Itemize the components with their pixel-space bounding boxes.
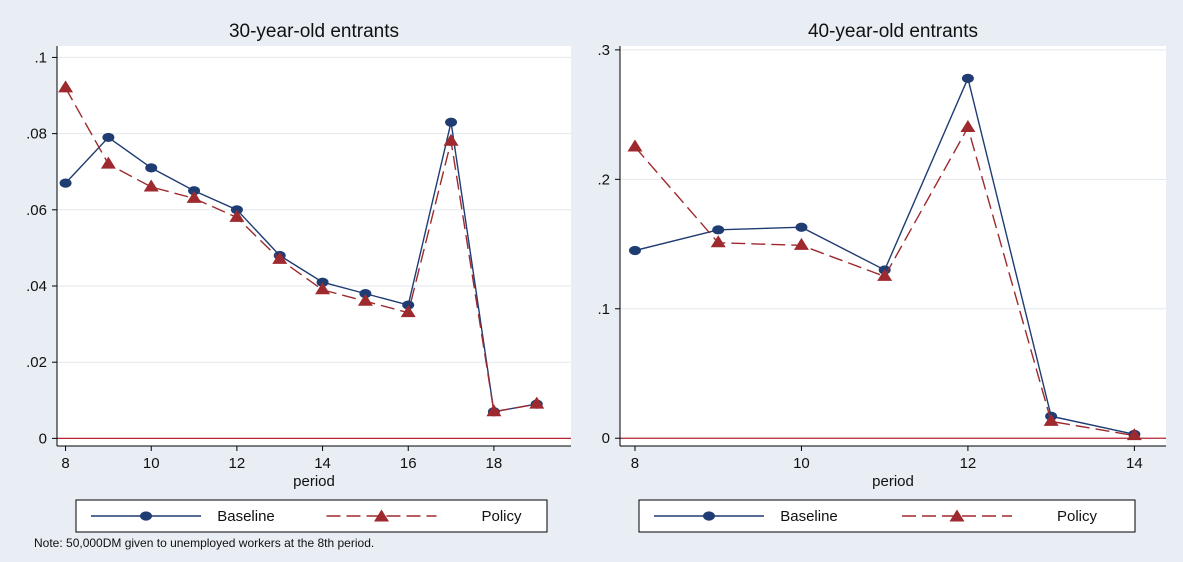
series-line-policy [64,87,537,413]
series-policy [58,80,545,417]
data-point-policy [443,133,459,146]
chart-panel-1: 0 .02 .04 .06 .08 .1 8 10 12 14 16 18 30-year-old en… [26,21,571,533]
data-point-baseline [359,289,372,299]
data-point-policy [1126,428,1142,441]
legend-marker-baseline [140,511,152,521]
data-point-policy [143,179,159,192]
data-point-baseline [402,300,415,310]
x-tick-label: 8 [631,455,639,472]
y-tick-label: 0 [39,430,47,447]
legend-label-baseline: Baseline [780,508,838,525]
data-point-policy [960,120,976,133]
data-point-policy [400,305,416,318]
data-point-policy [58,80,74,93]
series-line-baseline [65,122,537,413]
y-tick-label: .04 [26,278,47,295]
data-point-baseline [188,186,201,196]
data-point-baseline [628,245,641,256]
data-point-baseline [59,178,72,188]
data-point-policy [315,282,331,295]
legend-label-policy: Policy [1057,508,1098,525]
series-policy [627,120,1142,441]
data-point-policy [272,251,288,264]
data-point-baseline [102,132,115,143]
data-point-policy [486,404,502,417]
chart-panel-2: 0 .1 .2 .3 8 10 12 14 40-year-old entrants period… [597,21,1166,533]
x-tick-label: 14 [1126,455,1143,472]
plot-area [620,46,1166,446]
data-point-policy [357,293,373,306]
chart-title: 30-year-old entrants [229,21,399,42]
y-tick-label: .3 [597,42,610,59]
data-point-policy [627,139,643,152]
x-tick-label: 18 [486,455,503,472]
legend-marker-policy [374,509,389,522]
data-point-baseline [445,117,458,127]
data-point-baseline [712,225,725,235]
x-tick-label: 16 [400,455,417,472]
data-point-policy [229,209,245,222]
plot-area [57,46,571,446]
data-point-baseline [316,277,329,287]
data-point-baseline [795,222,808,232]
x-tick-label: 12 [229,455,246,472]
figure-note: Note: 50,000DM given to unemployed worke… [34,536,375,550]
x-tick-label: 8 [61,455,69,472]
x-axis-label: period [293,473,335,490]
y-tick-label: .1 [34,49,47,66]
y-tick-label: .02 [26,354,47,371]
data-point-policy [100,156,116,169]
x-tick-label: 14 [314,455,331,472]
legend: Baseline Policy [638,499,1136,533]
data-point-baseline [961,73,974,83]
data-point-policy [710,235,726,248]
y-tick-label: .08 [26,126,47,143]
data-point-baseline [145,163,158,173]
legend-marker-baseline [703,511,715,521]
x-tick-label: 12 [960,455,977,472]
data-point-policy [877,268,893,281]
y-tick-label: 0 [602,430,610,447]
legend-marker-policy [949,509,965,522]
data-point-baseline [230,205,243,215]
data-point-policy [793,237,809,250]
chart-title: 40-year-old entrants [808,21,978,42]
y-tick-label: .06 [26,202,47,219]
legend-label-baseline: Baseline [217,508,275,525]
y-tick-label: .2 [597,171,610,188]
legend: Baseline Policy [75,499,548,533]
x-tick-label: 10 [143,455,160,472]
x-tick-label: 10 [793,455,810,472]
y-tick-label: .1 [597,301,610,318]
data-point-policy [186,190,202,203]
data-point-policy [529,396,545,409]
x-axis-label: period [872,473,914,490]
legend-label-policy: Policy [481,508,522,525]
data-point-policy [1043,413,1059,426]
